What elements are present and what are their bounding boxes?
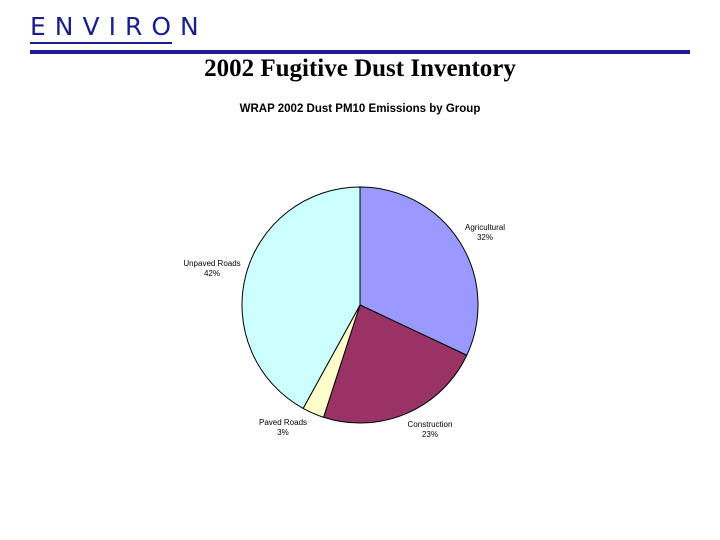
data-label-percent-agricultural: 32% [477, 233, 493, 242]
pie-slice-agricultural [359, 186, 479, 356]
data-label-name-agricultural: Agricultural [465, 223, 505, 232]
header-rule [30, 50, 690, 54]
chart-title: WRAP 2002 Dust PM10 Emissions by Group [239, 103, 481, 115]
data-label-percent-unpaved-roads: 42% [204, 269, 220, 278]
data-label-name-paved-roads: Paved Roads [259, 418, 307, 427]
data-label-name-construction: Construction [408, 420, 453, 429]
logo-underline [30, 42, 172, 44]
pie-slice-construction [322, 304, 468, 424]
slide-title: 2002 Fugitive Dust Inventory [204, 55, 516, 82]
data-label-percent-construction: 23% [422, 430, 438, 439]
environ-logo: ENVIRON [30, 12, 208, 41]
data-label-percent-paved-roads: 3% [277, 428, 289, 437]
pie-slice-unpaved-roads [241, 186, 361, 410]
data-label-name-unpaved-roads: Unpaved Roads [183, 259, 240, 268]
